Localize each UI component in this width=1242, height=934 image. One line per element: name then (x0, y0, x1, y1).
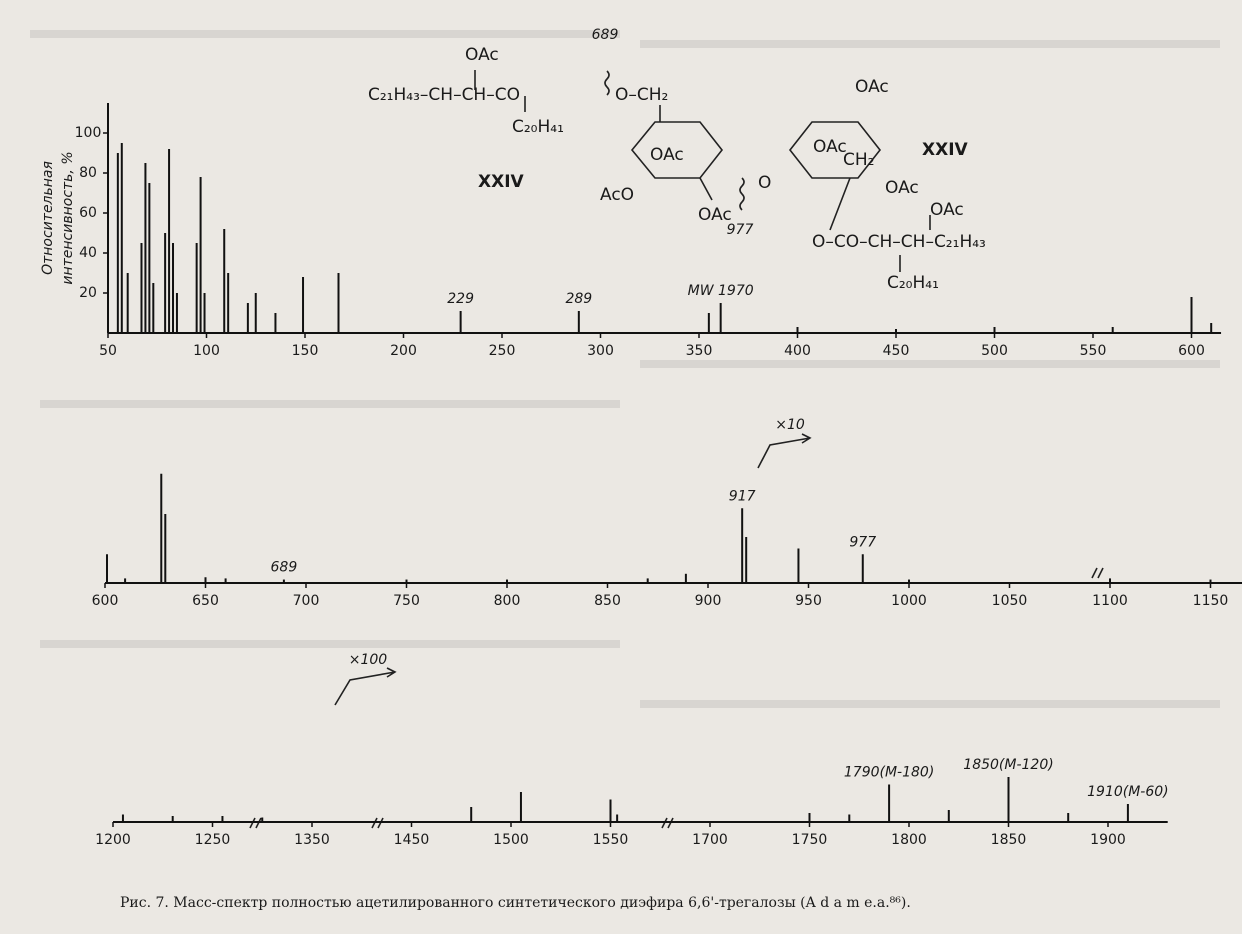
y-axis-label: Относительная (40, 161, 56, 275)
structure-label: O–CO–CH–CH–C₂₁H₄₃ (812, 232, 986, 252)
texture (640, 40, 1220, 48)
x-tick-label: 150 (292, 343, 319, 359)
texture (40, 400, 620, 408)
structure-label: OAc (650, 145, 684, 165)
peak-label: 289 (565, 291, 592, 307)
scale-arrow (757, 433, 812, 469)
texture (640, 700, 1220, 708)
x-tick-label: 950 (795, 593, 822, 609)
peak-label: 1850(M-120) (963, 757, 1053, 773)
x-tick-label: 450 (883, 343, 910, 359)
y-axis-label: интенсивность, % (60, 151, 76, 284)
x-tick-label: 1450 (394, 832, 430, 848)
peak-label: 917 (729, 488, 756, 504)
structure-label: OAc (885, 178, 919, 198)
structure-label: XXIV (478, 172, 525, 192)
x-tick-label: 100 (193, 343, 220, 359)
x-tick-label: 1500 (493, 832, 529, 848)
structure-label: O–CH₂ (615, 85, 668, 105)
peak-label: 1910(M-60) (1087, 784, 1169, 800)
x-tick-label: 600 (1178, 343, 1205, 359)
y-tick-label: 100 (75, 125, 102, 141)
peak-label: 977 (849, 534, 876, 550)
x-tick-label: 1200 (95, 832, 131, 848)
x-tick-label: 1100 (1092, 593, 1128, 609)
x-tick-label: 650 (192, 593, 219, 609)
x-tick-label: 850 (594, 593, 621, 609)
scale-label: ×100 (349, 652, 388, 668)
x-tick-label: 1150 (1193, 593, 1229, 609)
ring (788, 121, 882, 179)
structure-label: 689 (592, 27, 619, 43)
x-tick-label: 1800 (891, 832, 927, 848)
x-tick-label: 1900 (1090, 832, 1126, 848)
scale-label: ×10 (775, 417, 805, 433)
x-tick-label: 1850 (991, 832, 1027, 848)
x-tick-label: 500 (981, 343, 1008, 359)
x-tick-label: 750 (393, 593, 420, 609)
ring (630, 121, 724, 179)
peak-label: 229 (447, 291, 474, 307)
x-tick-label: 50 (99, 343, 117, 359)
y-tick-label: 20 (79, 285, 97, 301)
structure-label: CH₂ (843, 150, 874, 170)
x-tick-label: 350 (686, 343, 713, 359)
structure-label: C₂₀H₄₁ (512, 117, 564, 137)
bonds (474, 70, 931, 272)
structure-label: 977 (727, 222, 754, 238)
x-tick-label: 900 (695, 593, 722, 609)
y-tick-label: 80 (79, 165, 97, 181)
structure-label: XXIV (922, 140, 969, 160)
structure-label: OAc (930, 200, 964, 220)
x-tick-label: 300 (587, 343, 614, 359)
x-tick-label: 200 (390, 343, 417, 359)
x-tick-label: 700 (293, 593, 320, 609)
y-tick-label: 40 (79, 245, 97, 261)
texture (640, 360, 1220, 368)
y-tick-label: 60 (79, 205, 97, 221)
texture (30, 30, 620, 38)
x-tick-label: 600 (92, 593, 119, 609)
structure-label: C₂₀H₄₁ (887, 273, 939, 293)
x-tick-label: 1550 (593, 832, 629, 848)
x-tick-label: 250 (489, 343, 516, 359)
x-tick-label: 550 (1080, 343, 1107, 359)
structure-label: O (758, 173, 771, 193)
x-tick-label: 800 (494, 593, 521, 609)
caption: Рис. 7. Масс-спектр полностью ацетилиров… (120, 895, 911, 911)
peak-label: MW 1970 (688, 283, 754, 299)
x-tick-label: 1000 (891, 593, 927, 609)
x-tick-label: 400 (784, 343, 811, 359)
structure-label: C₂₁H₄₃–CH–CH–CO (368, 85, 520, 105)
structure-label: AcO (600, 185, 634, 205)
peak-label: 689 (271, 560, 298, 576)
scale-arrow (334, 667, 397, 706)
x-tick-label: 1050 (992, 593, 1028, 609)
cleavage (604, 70, 745, 211)
structure-label: OAc (698, 205, 732, 225)
x-tick-label: 1750 (792, 832, 828, 848)
bleed-through (30, 30, 1220, 708)
x-tick-label: 1350 (294, 832, 330, 848)
x-tick-label: 1700 (692, 832, 728, 848)
x-tick-label: 1250 (195, 832, 231, 848)
texture (40, 640, 620, 648)
structure-label: OAc (813, 137, 847, 157)
structure: OAc 689 C₂₁H₄₃–CH–CH–CO O–CH₂ C₂₀H₄₁ XXI… (368, 27, 986, 293)
peak-label: 1790(M-180) (844, 765, 934, 781)
structure-label: OAc (465, 45, 499, 65)
structure-label: OAc (855, 77, 889, 97)
